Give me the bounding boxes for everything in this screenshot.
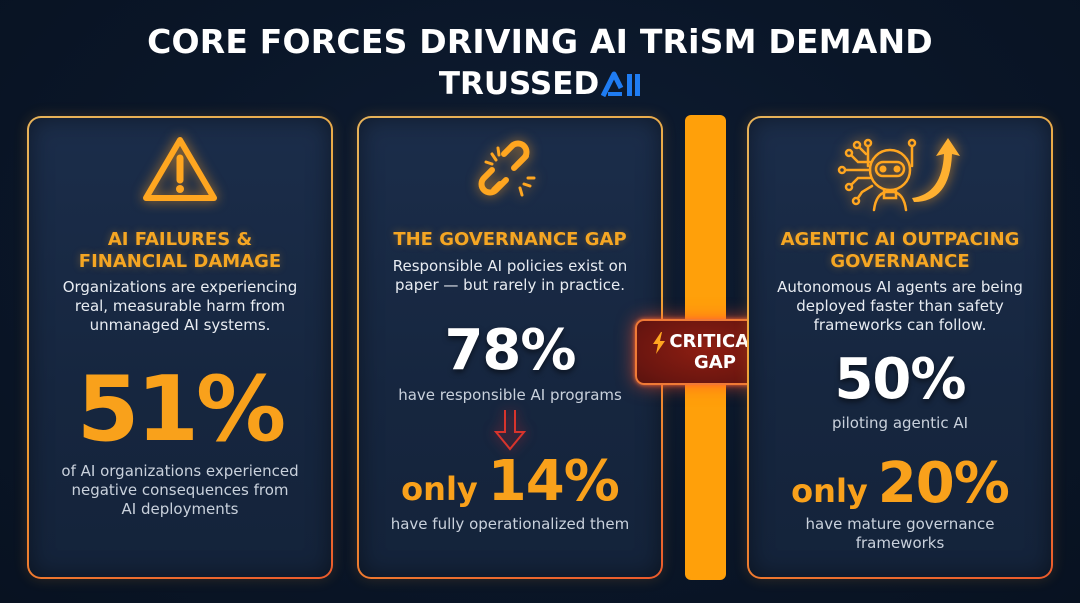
- description-line: frameworks can follow.: [813, 316, 987, 334]
- second-stat-value: 14%: [487, 449, 620, 514]
- description-line: Responsible AI policies exist on: [392, 257, 628, 275]
- card-agentic-ai: AGENTIC AI OUTPACING GOVERNANCE Autonomo…: [747, 116, 1053, 579]
- caption-line: negative consequences from: [71, 481, 289, 499]
- card-title: THE GOVERNANCE GAP: [393, 229, 627, 250]
- broken-chain-icon: [359, 138, 661, 210]
- second-stat: only 14%: [359, 452, 661, 512]
- card-title: AGENTIC AI OUTPACING GOVERNANCE: [749, 229, 1051, 273]
- description-line: real, measurable harm from: [74, 297, 286, 315]
- down-arrow-icon: [359, 408, 661, 452]
- caption-line: AI deployments: [121, 500, 239, 518]
- second-stat-caption: have fully operationalized them: [390, 515, 630, 533]
- caption-line: of AI organizations experienced: [61, 462, 299, 480]
- critical-gap-label: CRITICAL GAP: [669, 331, 761, 373]
- robot-agent-icon: [749, 132, 1051, 212]
- card-title-line: GOVERNANCE: [830, 251, 970, 272]
- card-title-line: FINANCIAL DAMAGE: [78, 251, 282, 272]
- caption-line: have mature governance: [805, 515, 995, 533]
- brand-text: TRUSSED: [438, 66, 600, 102]
- description-line: deployed faster than safety: [796, 297, 1004, 315]
- caption-line: frameworks: [855, 534, 945, 552]
- card-description: Responsible AI policies exist on paper —…: [359, 257, 661, 295]
- description-line: unmanaged AI systems.: [89, 316, 271, 334]
- stat-caption: piloting agentic AI: [831, 414, 969, 432]
- second-stat-caption: have mature governance frameworks: [749, 515, 1051, 553]
- only-label: only: [791, 472, 868, 510]
- description-line: paper — but rarely in practice.: [395, 276, 625, 294]
- stat-value: 78%: [444, 318, 576, 383]
- card-title-line: AI FAILURES &: [107, 229, 253, 250]
- page-title: CORE FORCES DRIVING AI TRiSM DEMAND: [147, 22, 933, 61]
- only-label: only: [401, 470, 478, 508]
- lightning-bolt-icon: [652, 332, 666, 358]
- card-description: Organizations are experiencing real, mea…: [29, 278, 331, 335]
- card-title: AI FAILURES & FINANCIAL DAMAGE: [29, 229, 331, 273]
- stat-caption: have responsible AI programs: [398, 386, 622, 404]
- second-stat-value: 20%: [877, 451, 1010, 516]
- brand-logo: TRUSSED: [439, 65, 641, 103]
- header: CORE FORCES DRIVING AI TRiSM DEMAND TRUS…: [0, 22, 1080, 103]
- description-line: Autonomous AI agents are being: [777, 278, 1023, 296]
- description-line: Organizations are experiencing: [62, 278, 298, 296]
- stat-value: 50%: [834, 347, 966, 412]
- card-governance-gap: THE GOVERNANCE GAP Responsible AI polici…: [357, 116, 663, 579]
- warning-triangle-icon: [29, 134, 331, 206]
- second-stat: only 20%: [749, 454, 1051, 514]
- card-ai-failures: AI FAILURES & FINANCIAL DAMAGE Organizat…: [27, 116, 333, 579]
- stat-caption: of AI organizations experienced negative…: [29, 462, 331, 519]
- card-description: Autonomous AI agents are being deployed …: [749, 278, 1051, 335]
- card-title-line: AGENTIC AI OUTPACING: [780, 229, 1020, 250]
- stat-value: 51%: [76, 357, 286, 462]
- brand-ai-mark-icon: [601, 71, 641, 97]
